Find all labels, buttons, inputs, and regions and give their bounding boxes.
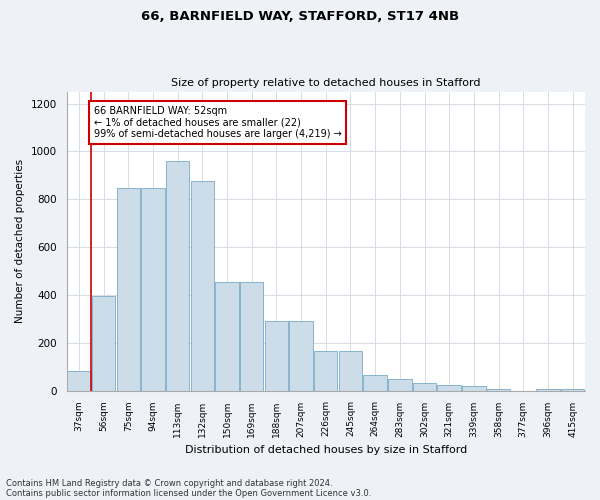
Bar (141, 188, 164, 390)
Bar (240, 282, 263, 391)
Bar (116, 188, 140, 390)
Bar (364, 375, 387, 390)
Y-axis label: Number of detached properties: Number of detached properties (15, 159, 25, 323)
Bar (462, 386, 485, 390)
Text: Contains public sector information licensed under the Open Government Licence v3: Contains public sector information licen… (6, 488, 371, 498)
Bar (314, 351, 337, 391)
Bar (92, 296, 115, 390)
Bar (437, 384, 461, 390)
Bar (265, 321, 288, 390)
Bar (339, 351, 362, 391)
Text: 66, BARNFIELD WAY, STAFFORD, ST17 4NB: 66, BARNFIELD WAY, STAFFORD, ST17 4NB (141, 10, 459, 23)
Bar (191, 182, 214, 390)
Bar (166, 161, 190, 390)
Bar (67, 372, 91, 390)
Bar (388, 378, 412, 390)
X-axis label: Distribution of detached houses by size in Stafford: Distribution of detached houses by size … (185, 445, 467, 455)
Bar (413, 384, 436, 390)
Bar (289, 321, 313, 390)
Text: 66 BARNFIELD WAY: 52sqm
← 1% of detached houses are smaller (22)
99% of semi-det: 66 BARNFIELD WAY: 52sqm ← 1% of detached… (94, 106, 341, 139)
Title: Size of property relative to detached houses in Stafford: Size of property relative to detached ho… (171, 78, 481, 88)
Bar (215, 282, 239, 391)
Text: Contains HM Land Registry data © Crown copyright and database right 2024.: Contains HM Land Registry data © Crown c… (6, 478, 332, 488)
